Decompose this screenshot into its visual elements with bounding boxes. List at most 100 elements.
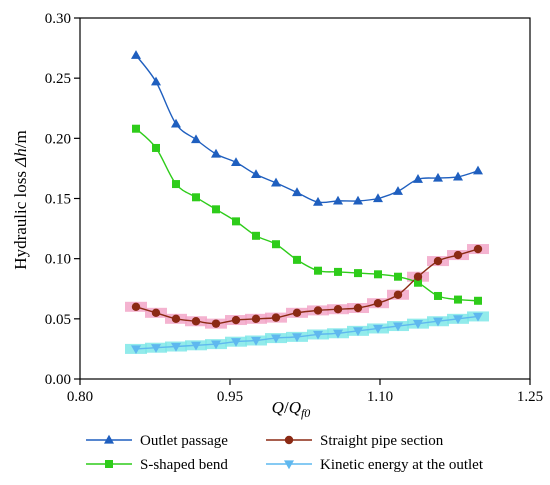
straight-pipe-section-point	[151, 308, 161, 318]
s-shaped-bend-point	[474, 296, 482, 305]
straight-pipe-section-point	[353, 303, 363, 313]
outlet-passage-point	[171, 118, 181, 128]
y-tick-label: 0.30	[45, 11, 71, 27]
outlet-passage-line	[135, 54, 479, 204]
x-axis-label: Q/Qf0	[272, 398, 311, 420]
s-shaped-bend-point	[354, 269, 362, 278]
s-shaped-bend-point	[434, 291, 442, 300]
s-shaped-bend-point	[334, 267, 342, 276]
s-shaped-bend-point	[132, 124, 140, 133]
straight-pipe-section-point	[171, 314, 181, 324]
y-axis-ticks: 0.00 0.05 0.10 0.15 0.20 0.25 0.30	[45, 11, 80, 388]
x-tick-label: 0.95	[217, 389, 243, 405]
kinetic-energy-at-the-outlet-point	[171, 342, 181, 352]
outlet-passage-point	[433, 172, 443, 182]
s-shaped-bend-point	[394, 272, 402, 281]
outlet-passage-point	[313, 196, 323, 206]
s-shaped-bend-point	[192, 193, 200, 202]
straight-pipe-section-point	[131, 302, 141, 311]
legend: Outlet passage S-shaped bend Straight pipe…	[86, 433, 484, 473]
y-axis-label: Hydraulic loss Δh/m	[11, 130, 30, 269]
legend-swatch-marker	[104, 434, 114, 444]
kinetic-energy-at-the-outlet-point	[231, 338, 241, 347]
s-shaped-bend-point	[212, 205, 220, 214]
kinetic-energy-at-the-outlet-point	[131, 345, 141, 355]
y-tick-label: 0.25	[45, 71, 71, 87]
s-shaped-bend-point	[272, 240, 280, 249]
y-tick-label: 0.10	[45, 252, 71, 268]
s-shaped-bend-point	[314, 266, 322, 275]
outlet-passage-point	[151, 76, 161, 86]
s-shaped-bend-point	[172, 180, 180, 189]
legend-swatch-marker	[284, 435, 294, 445]
outlet-passage-point	[131, 50, 141, 59]
kinetic-energy-at-the-outlet-point	[251, 336, 261, 346]
kinetic-energy-at-the-outlet-point	[393, 322, 403, 332]
straight-pipe-section-point	[271, 313, 281, 322]
kinetic-energy-at-the-outlet-point	[413, 320, 423, 329]
x-tick-label: 1.25	[517, 389, 543, 405]
s-shaped-bend-point	[232, 217, 240, 226]
outlet-passage-point	[373, 193, 383, 203]
legend-label: S-shaped bend	[140, 457, 228, 473]
kinetic-energy-at-the-outlet-point	[211, 340, 221, 350]
s-shaped-bend-point	[454, 295, 462, 304]
s-shaped-bend-point	[414, 278, 422, 287]
straight-pipe-section-point	[292, 308, 302, 318]
s-shaped-bend-point	[293, 255, 301, 264]
y-tick-label: 0.05	[45, 312, 71, 328]
outlet-passage-point	[211, 148, 221, 158]
y-tick-label: 0.00	[45, 372, 71, 388]
outlet-passage-point	[231, 157, 241, 166]
legend-item-kinetic-energy-at-the-outlet: Kinetic energy at the outlet	[266, 457, 484, 473]
straight-pipe-section-point	[211, 319, 221, 328]
outlet-passage-point	[333, 195, 343, 205]
y-tick-label: 0.20	[45, 131, 71, 147]
x-tick-label: 0.80	[67, 389, 93, 405]
kinetic-energy-at-the-outlet-point	[292, 333, 302, 343]
outlet-passage-point	[292, 187, 302, 197]
straight-pipe-section-point	[473, 244, 483, 254]
outlet-passage-point	[393, 186, 403, 195]
legend-swatch-marker	[105, 460, 113, 468]
kinetic-energy-at-the-outlet-point	[271, 334, 281, 344]
x-tick-label: 1.10	[367, 389, 393, 405]
kinetic-energy-at-the-outlet-point	[333, 329, 343, 339]
legend-item-outlet-passage: Outlet passage	[86, 433, 228, 449]
outlet-passage-point	[413, 174, 423, 183]
straight-pipe-section-point	[313, 306, 323, 315]
kinetic-energy-at-the-outlet-point	[453, 315, 463, 325]
kinetic-energy-at-the-outlet-point	[473, 312, 483, 322]
s-shaped-bend-point	[252, 231, 260, 240]
y-tick-label: 0.15	[45, 192, 71, 208]
legend-label: Straight pipe section	[320, 433, 444, 449]
outlet-passage-point	[191, 134, 201, 144]
outlet-passage-point	[251, 169, 261, 179]
legend-swatch-marker	[284, 460, 294, 470]
kinetic-energy-at-the-outlet-point	[373, 324, 383, 334]
plot-frame	[79, 17, 531, 380]
outlet-passage-point	[353, 195, 363, 205]
outlet-passage-point	[453, 171, 463, 181]
legend-item-straight-pipe-section: Straight pipe section	[266, 433, 444, 449]
kinetic-energy-at-the-outlet-point	[313, 330, 323, 340]
s-shaped-bend-point	[374, 270, 382, 279]
series-lines	[135, 54, 479, 350]
straight-pipe-section-point	[191, 317, 201, 326]
straight-pipe-section-point	[231, 315, 241, 325]
kinetic-energy-at-the-outlet-point	[151, 344, 161, 353]
kinetic-energy-at-the-outlet-point	[191, 341, 201, 351]
outlet-passage-point	[473, 165, 483, 175]
straight-pipe-section-point	[333, 305, 343, 314]
legend-label: Outlet passage	[140, 433, 228, 449]
straight-pipe-section-point	[393, 290, 403, 299]
series-markers	[131, 50, 483, 355]
straight-pipe-section-point	[251, 314, 261, 324]
kinetic-energy-at-the-outlet-point	[433, 317, 443, 327]
kinetic-energy-at-the-outlet-point	[353, 327, 363, 337]
x-axis-ticks: 0.80 0.95 1.10 1.25	[67, 379, 543, 405]
straight-pipe-section-point	[413, 272, 423, 281]
outlet-passage-point	[271, 177, 281, 187]
straight-pipe-section-point	[453, 250, 463, 260]
